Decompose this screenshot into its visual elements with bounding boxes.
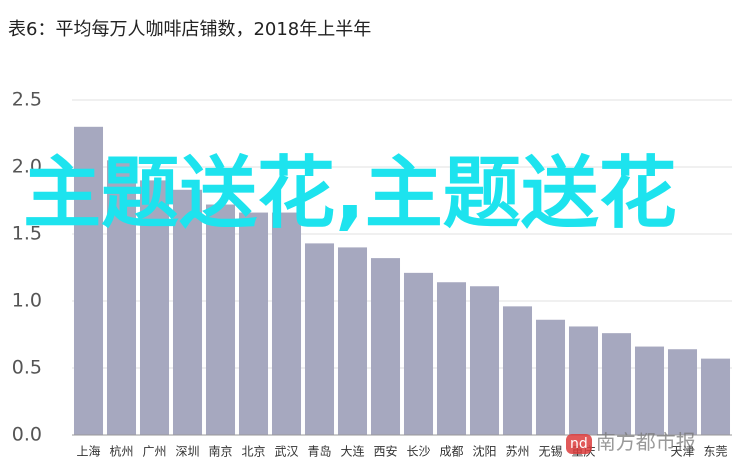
bar xyxy=(469,286,500,435)
x-tick-label: 青岛 xyxy=(307,444,331,459)
bar xyxy=(106,160,137,436)
y-tick-label: 1.0 xyxy=(12,290,42,312)
bar xyxy=(601,333,632,435)
x-tick-label: 南京 xyxy=(208,444,232,459)
bar xyxy=(205,204,236,435)
logo-icon: nd xyxy=(566,433,592,454)
y-tick-label: 2.5 xyxy=(12,89,42,111)
bar xyxy=(172,189,203,435)
bar xyxy=(502,306,533,435)
x-tick-label: 成都 xyxy=(439,445,463,459)
y-tick-label: 1.5 xyxy=(12,223,42,245)
bar xyxy=(238,212,269,435)
x-tick-label: 深圳 xyxy=(175,445,199,459)
bar xyxy=(403,272,434,435)
x-tick-label: 武汉 xyxy=(274,445,298,459)
x-tick-label: 无锡 xyxy=(538,444,562,459)
bar xyxy=(337,247,368,435)
x-tick-label: 苏州 xyxy=(505,445,529,459)
x-tick-label: 上海 xyxy=(76,444,100,459)
y-tick-label: 0.5 xyxy=(12,357,42,379)
y-tick-label: 0.0 xyxy=(12,424,42,446)
logo-text: 南方都市报 xyxy=(595,430,696,454)
logo: nd 南方都市报 xyxy=(566,426,696,455)
chart-title: 表6：平均每万人咖啡店铺数，2018年上半年 xyxy=(8,19,371,40)
bar xyxy=(304,243,335,435)
bar xyxy=(139,180,170,435)
bar xyxy=(271,212,302,435)
bar xyxy=(535,319,566,435)
x-tick-label: 天津 xyxy=(670,445,694,459)
bar xyxy=(667,349,698,435)
bar xyxy=(568,326,599,435)
y-tick-label: 2.0 xyxy=(12,156,42,178)
x-tick-label: 长沙 xyxy=(406,445,430,459)
x-tick-label: 沈阳 xyxy=(472,444,496,459)
bar xyxy=(370,258,401,435)
bar xyxy=(700,358,731,435)
x-tick-label: 西安 xyxy=(373,444,397,459)
x-tick-label: 杭州 xyxy=(109,444,133,459)
x-tick-label: 大连 xyxy=(340,444,364,459)
x-tick-label: 北京 xyxy=(241,445,265,459)
x-tick-label: 东莞 xyxy=(703,445,727,459)
bar xyxy=(634,346,665,435)
x-tick-label: 广州 xyxy=(142,445,166,459)
bar xyxy=(73,126,104,436)
bar xyxy=(436,282,467,435)
